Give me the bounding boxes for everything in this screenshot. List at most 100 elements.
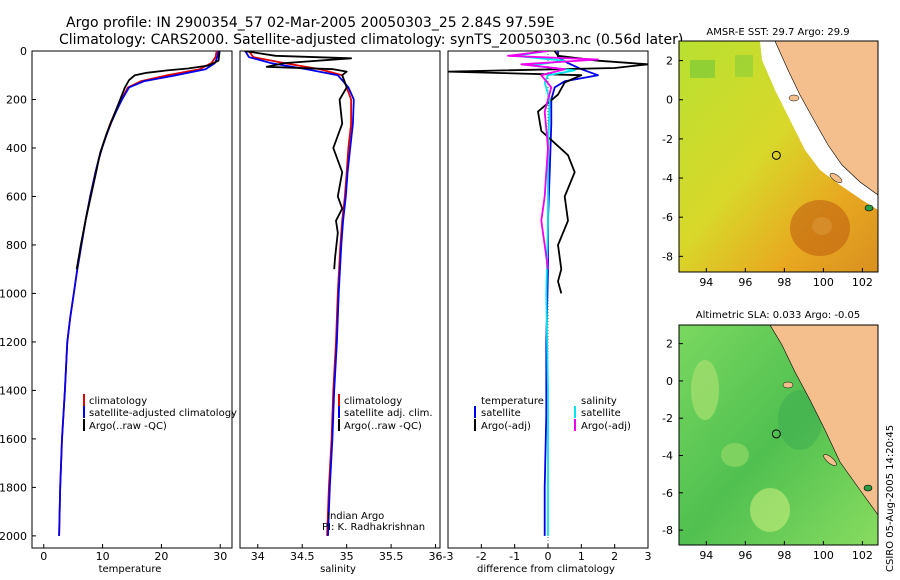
sst-map-frame [678, 40, 879, 273]
depth-tick-label: 1400 [0, 384, 27, 397]
sla-map-frame [678, 324, 879, 546]
sla-island-simeulue [782, 381, 794, 389]
salinity-xlabel: salinity [320, 564, 356, 575]
x-tick-label: 34.5 [290, 550, 315, 563]
salinity-series [244, 51, 355, 536]
depth-tick-label: 1200 [0, 336, 27, 349]
map-y-tick-label: -4 [662, 172, 673, 185]
map-x-tick-label: 96 [738, 549, 752, 562]
sla-argo-marker [771, 429, 781, 439]
island-enggano [864, 204, 874, 212]
difference-xlabel: difference from climatology [477, 564, 615, 575]
legend-diff-temp-satellite: satellite [481, 408, 521, 419]
figure-title-line1: Argo profile: IN 2900354_57 02-Mar-2005 … [66, 15, 555, 31]
map-x-tick-label: 98 [777, 276, 791, 289]
series-line-satellite-adj-clim- [244, 51, 355, 536]
series-line-climatology [58, 51, 218, 536]
temperature-x-axis: 0 10 20 30 [40, 544, 227, 563]
map-y-tick-label: 0 [666, 375, 673, 388]
depth-tick-label: 1000 [0, 287, 27, 300]
x-tick-label: 2 [611, 550, 618, 563]
depth-axis: 0 200 400 600 800 1000 1200 1400 1600 1800 2000 [0, 45, 36, 543]
sst-map-title: AMSR-E SST: 29.7 Argo: 29.9 [706, 27, 849, 38]
x-tick-label: 0 [40, 550, 47, 563]
temperature-legend: climatology satellite-adjusted climatolo… [83, 394, 237, 432]
sla-high-patch-2 [750, 488, 790, 532]
x-tick-label: 0 [545, 550, 552, 563]
legend-diff-sal-argo: Argo(-adj) [581, 421, 631, 432]
legend-diff-sal-satellite: satellite [581, 408, 621, 419]
depth-tick-label: 600 [6, 190, 27, 203]
depth-tick-label: 1600 [0, 433, 27, 446]
series-line-salinity-argo-adj- [507, 51, 599, 270]
x-tick-label: 36 [429, 550, 443, 563]
legend-sal-argo: Argo(..raw -QC) [344, 421, 422, 432]
map-x-tick-label: 98 [777, 549, 791, 562]
series-line-argo-raw-qc- [244, 51, 353, 270]
map-y-tick-label: -4 [662, 450, 673, 463]
map-y-tick-label: -2 [662, 412, 673, 425]
map-x-tick-label: 100 [813, 276, 834, 289]
side-timestamp: CSIRO 05-Aug-2005 14:20:45 [885, 425, 896, 572]
series-line-satellite-adjusted-climatology [58, 51, 220, 536]
x-tick-label: 10 [96, 550, 110, 563]
figure-title-line2: Climatology: CARS2000. Satellite-adjuste… [59, 32, 683, 48]
map-x-tick-label: 96 [738, 276, 752, 289]
map-y-tick-label: 0 [666, 94, 673, 107]
map-x-tick-label: 94 [699, 549, 713, 562]
map-y-tick-label: -8 [662, 250, 673, 263]
salinity-x-axis: 34 34.5 35 35.5 36 [251, 544, 443, 563]
series-line-temperature-satellite [543, 51, 599, 536]
map-y-tick-label: 2 [666, 338, 673, 351]
map-x-tick-label: 102 [852, 549, 873, 562]
legend-diff-temp-argo: Argo(-adj) [481, 421, 531, 432]
salinity-legend: climatology satellite adj. clim. Argo(..… [338, 394, 433, 432]
credit-program: Indian Argo [327, 511, 384, 522]
sst-argo-marker [771, 150, 781, 160]
depth-tick-label: 400 [6, 142, 27, 155]
sla-high-patch-3 [721, 443, 749, 467]
series-line-climatology [248, 51, 353, 536]
series-line-argo-raw-qc- [75, 51, 221, 270]
x-tick-label: 20 [154, 550, 168, 563]
sla-island-mentawai [823, 454, 837, 466]
sst-cool-patch-2 [735, 55, 753, 77]
legend-diff-temperature: temperature [481, 396, 544, 407]
sla-low-patch [778, 390, 822, 450]
legend-climatology: climatology [89, 396, 147, 407]
legend-argo: Argo(..raw -QC) [89, 421, 167, 432]
map-x-tick-label: 102 [852, 276, 873, 289]
x-tick-label: -1 [509, 550, 520, 563]
difference-legend: temperature satellite Argo(-adj) salinit… [474, 396, 631, 432]
sst-warm-core [812, 217, 832, 235]
map-y-tick-label: -8 [662, 524, 673, 537]
sla-map-axes: 94 96 98 100 102 2 0 -2 -4 -6 -8 [662, 338, 873, 562]
x-tick-label: 30 [213, 550, 227, 563]
x-tick-label: 34 [251, 550, 265, 563]
legend-sal-climatology: climatology [344, 396, 402, 407]
island-mentawai [829, 173, 843, 183]
temperature-series [58, 51, 221, 536]
x-tick-label: 35 [340, 550, 354, 563]
difference-x-axis: -3 -2 -1 0 1 2 3 [443, 544, 652, 563]
sst-cool-patch [690, 60, 715, 78]
map-x-tick-label: 94 [699, 276, 713, 289]
sla-island-enggano [863, 484, 873, 492]
depth-tick-label: 0 [20, 45, 27, 58]
sst-map [678, 40, 879, 273]
depth-tick-label: 800 [6, 239, 27, 252]
sst-map-axes: 94 96 98 100 102 2 0 -2 -4 -6 -8 [662, 55, 873, 289]
legend-satellite: satellite-adjusted climatology [89, 408, 237, 419]
legend-diff-salinity: salinity [581, 396, 617, 407]
map-y-tick-label: -6 [662, 211, 673, 224]
map-y-tick-label: 2 [666, 55, 673, 68]
sla-map-title: Altimetric SLA: 0.033 Argo: -0.05 [696, 310, 861, 321]
depth-tick-label: 1800 [0, 481, 27, 494]
depth-tick-label: 200 [6, 93, 27, 106]
map-y-tick-label: -2 [662, 133, 673, 146]
map-x-tick-label: 100 [813, 549, 834, 562]
x-tick-label: 1 [578, 550, 585, 563]
legend-sal-satellite: satellite adj. clim. [344, 408, 433, 419]
credit-pi: PI: K. Radhakrishnan [322, 522, 425, 533]
